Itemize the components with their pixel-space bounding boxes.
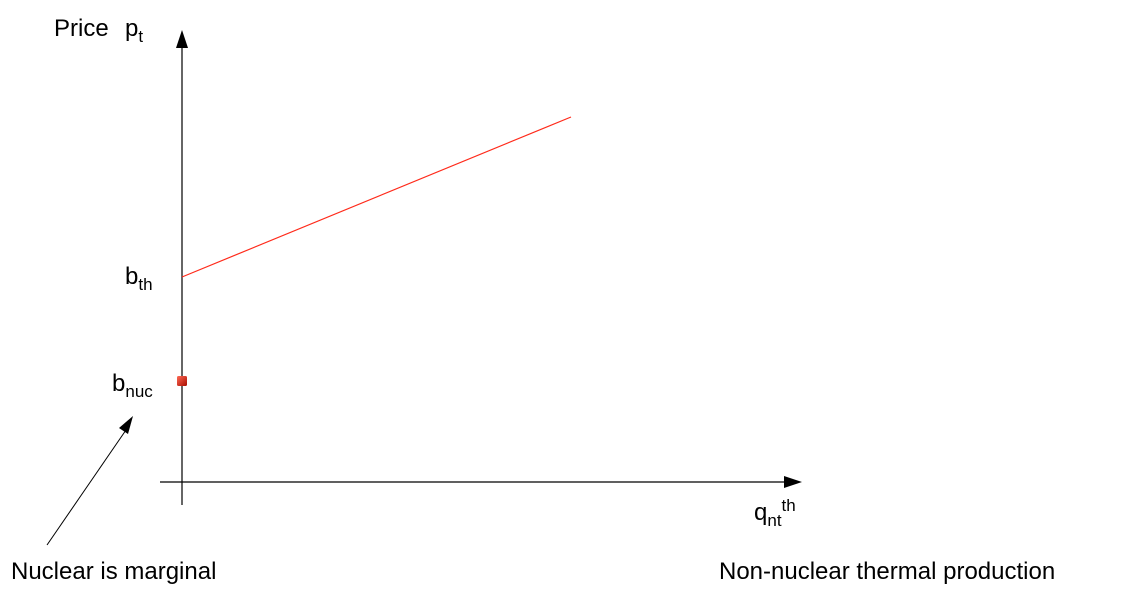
b-th-base: b [125,263,139,290]
nuc-point-marker [177,376,187,386]
b-nuc-base: b [112,370,126,397]
nuclear-marginal-label: Nuclear is marginal [11,560,216,584]
b-nuc-sub: nuc [125,381,153,401]
price-text: Price [54,15,109,42]
b-th-label: bth [125,265,153,293]
y-axis-label-sub: t [138,26,144,46]
b-th-sub: th [138,274,153,294]
x-description-label: Non-nuclear thermal production [719,560,1055,584]
y-axis-label: pt [125,17,143,45]
price-label: Price [54,17,109,41]
supply-line [181,116,572,278]
annotation-arrowhead [119,416,133,434]
x-description-text: Non-nuclear thermal production [719,558,1056,585]
x-axis-label-base: q [754,499,768,526]
y-axis-arrowhead [176,30,188,48]
b-nuc-label: bnuc [112,372,153,400]
x-axis-arrowhead [784,476,802,488]
y-axis-label-base: p [125,15,139,42]
nuclear-marginal-text: Nuclear is marginal [11,558,217,585]
x-axis-label-sub: nt [767,510,782,530]
annotation-arrow-line [46,429,127,546]
x-axis-label: qntth [754,497,796,529]
x-axis-label-sup: th [781,496,796,515]
